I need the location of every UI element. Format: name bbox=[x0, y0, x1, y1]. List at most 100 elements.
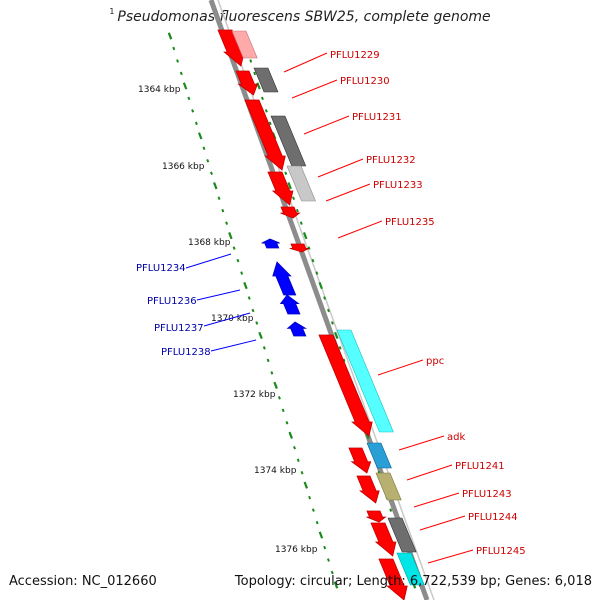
forward-gene-arrow bbox=[366, 510, 387, 523]
reverse-gene-arrow bbox=[286, 321, 308, 337]
kbp-tick-mark-outer bbox=[268, 121, 272, 126]
kbp-tick-mark-inner bbox=[333, 581, 339, 589]
kbp-tick-mark-outer bbox=[256, 82, 261, 90]
kbp-tick-mark-inner bbox=[236, 258, 240, 263]
kbp-tick-mark-outer bbox=[323, 296, 327, 300]
forward-gene-arrow bbox=[280, 206, 301, 219]
kbp-tick-mark-inner bbox=[300, 470, 304, 475]
kbp-tick-mark-outer bbox=[292, 196, 295, 200]
kbp-tick-mark-inner bbox=[270, 371, 274, 375]
gene-label-leader bbox=[291, 79, 338, 99]
kbp-tick-mark-inner bbox=[232, 246, 236, 250]
cog-color-bar bbox=[231, 30, 258, 59]
kbp-tick-mark-inner bbox=[281, 408, 285, 413]
kbp-tick-mark-inner bbox=[240, 271, 244, 275]
forward-gene-label: PFLU1244 bbox=[468, 512, 518, 523]
kbp-tick-mark-inner bbox=[311, 508, 315, 512]
gene-label-leader bbox=[413, 492, 460, 508]
kbp-tick-mark-outer bbox=[389, 508, 393, 512]
kbp-tick-mark-inner bbox=[273, 381, 278, 389]
kbp-tick-mark-inner bbox=[176, 59, 180, 63]
gene-label-leader bbox=[283, 52, 328, 73]
reverse-gene-label: PFLU1237 bbox=[154, 323, 204, 334]
kbp-tick-mark-inner bbox=[225, 221, 229, 225]
gene-label-leader bbox=[377, 359, 424, 376]
cog-color-bar bbox=[253, 67, 279, 93]
gene-label-leader bbox=[419, 515, 466, 531]
forward-gene-arrow bbox=[348, 447, 372, 474]
cog-color-bar bbox=[366, 442, 392, 469]
kbp-tick-mark-inner bbox=[266, 358, 270, 363]
kbp-tick-mark-inner bbox=[330, 570, 334, 575]
forward-gene-label: PFLU1230 bbox=[340, 76, 390, 87]
title-text: Pseudomonas fluorescens SBW25, complete … bbox=[117, 9, 491, 25]
kbp-tick-mark-outer bbox=[260, 96, 264, 101]
kbp-tick-mark-inner bbox=[255, 321, 259, 325]
cog-color-bar bbox=[270, 115, 307, 167]
kbp-tick-mark-inner bbox=[187, 96, 191, 101]
kbp-tick-mark-inner bbox=[194, 121, 198, 126]
kbp-label: 1372 kbp bbox=[233, 390, 276, 400]
kbp-tick-mark-inner bbox=[172, 46, 176, 51]
kbp-tick-mark-inner bbox=[293, 445, 296, 450]
kbp-label: 1366 kbp bbox=[162, 162, 205, 172]
kbp-tick-mark-inner bbox=[288, 431, 293, 439]
kbp-tick-mark-inner bbox=[303, 481, 309, 489]
kbp-tick-mark-inner bbox=[221, 208, 225, 213]
gene-label-leader bbox=[210, 339, 257, 352]
forward-gene-label: PFLU1231 bbox=[352, 112, 402, 123]
kbp-tick-mark-inner bbox=[258, 331, 263, 340]
kbp-label: 1376 kbp bbox=[275, 545, 318, 555]
kbp-tick-mark-outer bbox=[249, 59, 253, 63]
genome-summary-text: Topology: circular; Length: 6,722,539 bp… bbox=[234, 574, 592, 589]
forward-gene-arrow bbox=[267, 171, 294, 206]
kbp-tick-mark-outer bbox=[311, 258, 315, 263]
kbp-tick-mark-inner bbox=[210, 171, 213, 176]
kbp-tick-mark-inner bbox=[285, 421, 289, 425]
kbp-label: 1370 kbp bbox=[211, 314, 254, 324]
cog-color-bar bbox=[387, 517, 417, 553]
kbp-tick-mark-inner bbox=[262, 346, 266, 350]
kbp-tick-mark-inner bbox=[167, 32, 173, 40]
kbp-tick-mark-outer bbox=[315, 271, 319, 275]
kbp-tick-mark-inner bbox=[243, 281, 248, 290]
forward-gene-label: PFLU1243 bbox=[462, 489, 512, 500]
kbp-tick-mark-inner bbox=[191, 109, 195, 113]
forward-gene-label: PFLU1229 bbox=[330, 50, 380, 61]
reverse-gene-arrow bbox=[261, 238, 280, 249]
cog-color-bar bbox=[375, 472, 402, 501]
kbp-tick-mark-outer bbox=[253, 71, 257, 76]
gene-label-leader bbox=[325, 183, 371, 202]
forward-gene-label: PFLU1245 bbox=[476, 546, 526, 557]
kbp-tick-mark-outer bbox=[287, 182, 292, 190]
kbp-tick-mark-outer bbox=[302, 232, 308, 240]
kbp-tick-mark-outer bbox=[299, 221, 303, 225]
kbp-tick-mark-inner bbox=[217, 196, 221, 200]
kbp-tick-mark-inner bbox=[315, 520, 319, 525]
kbp-label: 1368 kbp bbox=[188, 238, 231, 248]
kbp-tick-mark-inner bbox=[182, 82, 188, 90]
gene-label-leader bbox=[427, 549, 474, 564]
kbp-tick-mark-inner bbox=[308, 495, 312, 500]
reverse-gene-arrow bbox=[272, 261, 297, 296]
kbp-tick-mark-inner bbox=[251, 308, 255, 313]
cog-color-bar bbox=[286, 165, 316, 202]
kbp-tick-mark-inner bbox=[206, 159, 210, 163]
cog-color-bar bbox=[396, 552, 425, 586]
kbp-tick-mark-outer bbox=[307, 246, 311, 250]
kbp-tick-mark-inner bbox=[202, 146, 206, 151]
forward-gene-label: PFLU1235 bbox=[385, 217, 435, 228]
kbp-tick-mark-inner bbox=[323, 545, 327, 550]
gene-label-leader bbox=[203, 312, 251, 327]
kbp-tick-mark-outer bbox=[295, 208, 299, 213]
kbp-tick-mark-inner bbox=[247, 296, 251, 300]
forward-gene-arrow bbox=[289, 243, 310, 253]
gene-label-leader bbox=[303, 115, 350, 135]
kbp-tick-mark-inner bbox=[213, 182, 218, 190]
forward-gene-label: ppc bbox=[426, 356, 444, 367]
kbp-tick-mark-inner bbox=[296, 458, 300, 462]
gene-label-leader bbox=[196, 289, 241, 301]
kbp-tick-mark-inner bbox=[277, 396, 281, 400]
forward-gene-arrow bbox=[356, 475, 380, 504]
gene-label-leader bbox=[317, 158, 364, 178]
